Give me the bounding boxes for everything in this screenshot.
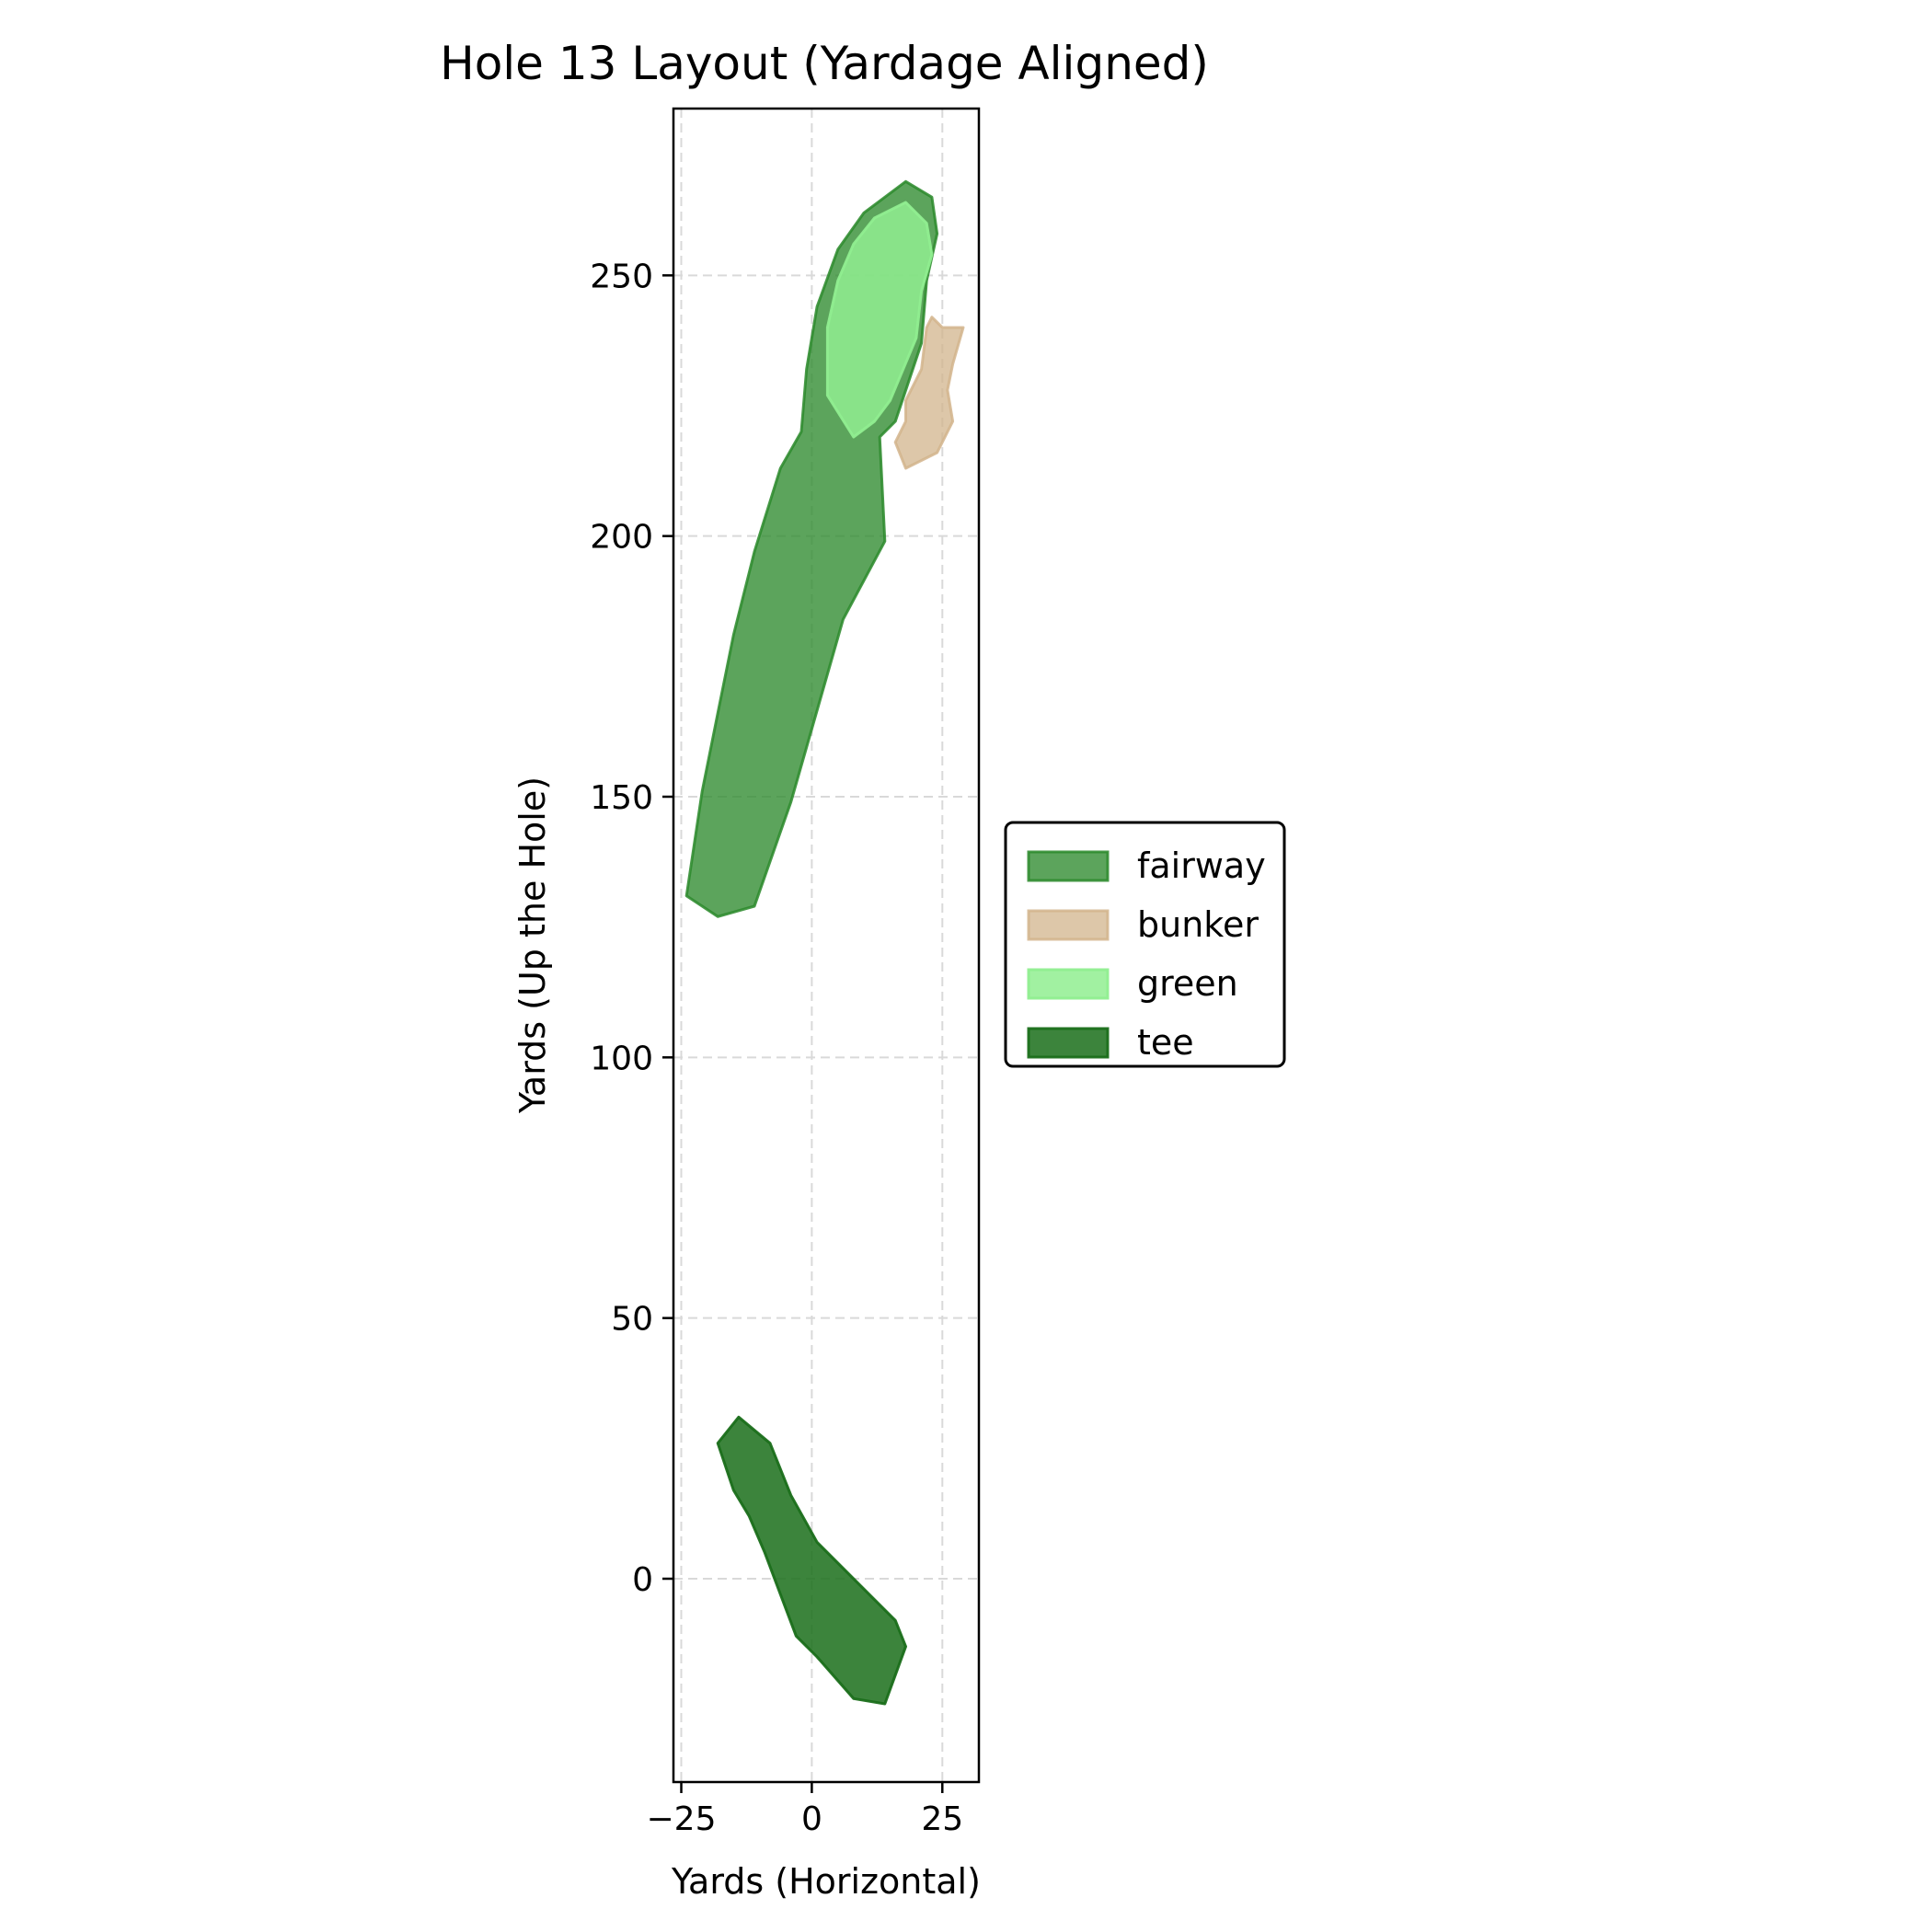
x-tick-label: 25 [921,1800,963,1838]
y-tick-label: 0 [632,1561,653,1599]
legend-swatch-green [1027,968,1110,1000]
polygons [684,179,965,1706]
x-tick-label: 0 [801,1800,822,1838]
tee-polygon [716,1415,907,1706]
x-ticks: −25 0 25 [647,1782,963,1838]
plot-frame [672,107,981,1784]
green-polygon [825,201,934,439]
y-tick-label: 50 [611,1301,653,1339]
legend: fairway bunker green tee [1004,821,1286,1068]
x-tick-label: −25 [647,1800,717,1838]
y-ticks: 0 50 100 150 200 250 [590,258,673,1599]
legend-swatch-bunker [1027,909,1110,941]
y-tick-label: 150 [590,779,653,817]
legend-label-fairway: fairway [1137,845,1266,886]
legend-box [1004,821,1286,1068]
legend-label-tee: tee [1137,1022,1194,1063]
y-axis-label: Yards (Up the Hole) [512,776,553,1114]
legend-swatch-fairway [1027,850,1110,882]
y-tick-label: 250 [590,258,653,295]
x-axis-label: Yards (Horizontal) [671,1861,981,1902]
legend-label-green: green [1137,963,1238,1004]
y-tick-label: 100 [590,1040,653,1077]
legend-swatch-tee [1027,1027,1110,1059]
chart-title: Hole 13 Layout (Yardage Aligned) [440,37,1209,90]
legend-label-bunker: bunker [1137,904,1259,945]
bunker-polygon [893,316,965,470]
y-tick-label: 200 [590,519,653,557]
